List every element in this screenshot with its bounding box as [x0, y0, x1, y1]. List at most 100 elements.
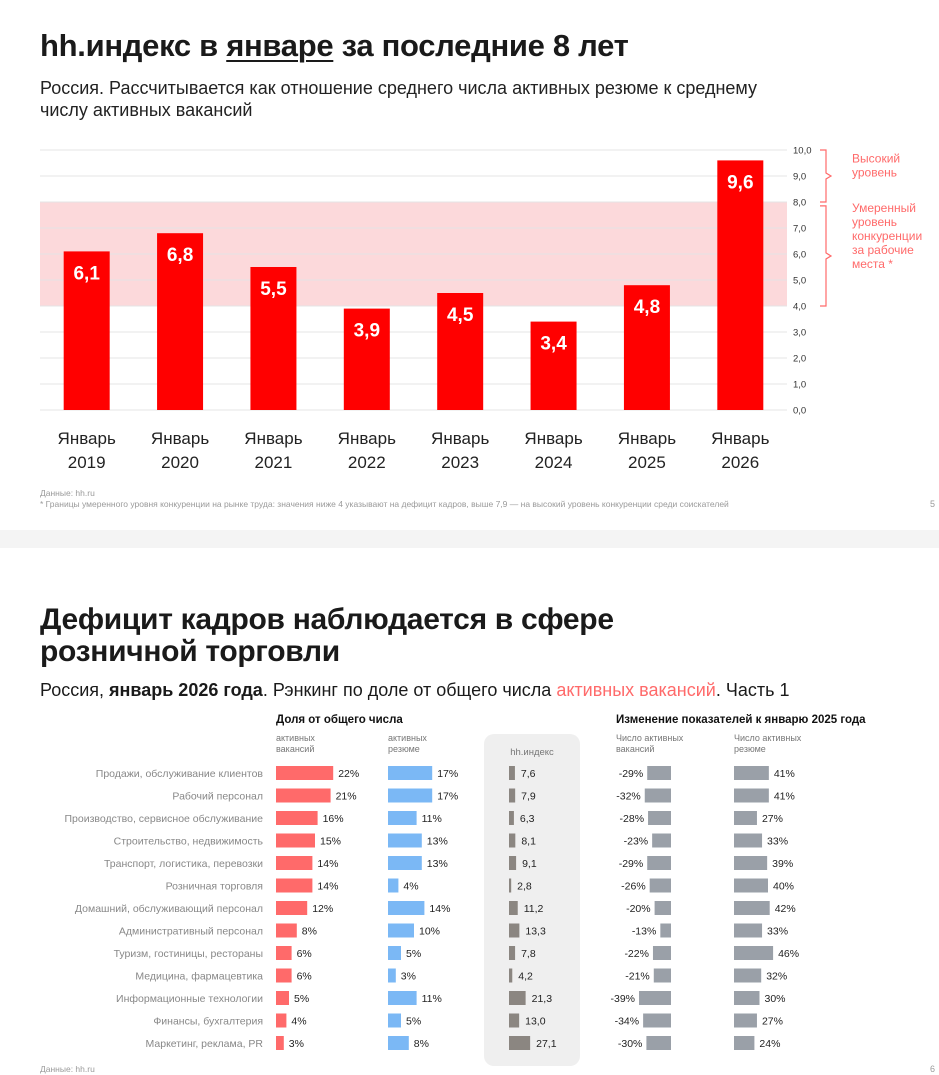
resume-share-bar — [388, 901, 425, 915]
y-tick-label: 5,0 — [793, 276, 806, 287]
hh-index-bar — [509, 811, 514, 825]
bar-value-label: 6,1 — [73, 263, 100, 284]
sector-name: Домашний, обслуживающий персонал — [75, 903, 263, 915]
resume-share-bar — [388, 1036, 409, 1050]
y-tick-label: 1,0 — [793, 380, 806, 391]
resume-share-bar — [388, 856, 422, 870]
resume-change-bar — [734, 946, 774, 960]
vacancy-share-bar — [276, 766, 334, 780]
sector-ranking-table: Доля от общего числа Изменение показател… — [65, 714, 866, 1066]
slide1-title: hh.индекс в январе за последние 8 лет — [40, 28, 629, 64]
resume-change-bar — [734, 788, 769, 803]
resume-share-label: 4% — [403, 881, 418, 893]
vacancy-change-label: -30% — [618, 1038, 643, 1050]
resume-change-label: 39% — [772, 858, 793, 870]
vacancy-change-bar — [649, 878, 671, 893]
hh-index-bar — [509, 766, 515, 780]
hh-index-label: 8,1 — [521, 836, 536, 848]
vacancy-share-bar — [276, 811, 318, 825]
vacancy-change-bar — [644, 788, 671, 803]
vacancy-change-bar — [647, 766, 671, 780]
vacancy-share-label: 8% — [302, 926, 317, 938]
hh-index-label: 7,6 — [521, 768, 536, 780]
moderate-level-label: Умеренный уровень конкуренции за рабочие мес… — [852, 201, 922, 271]
sector-name: Производство, сервисное обслуживание — [65, 813, 264, 825]
slide1-page-number: 5 — [929, 499, 935, 509]
group1-header: Доля от общего числа — [276, 714, 403, 726]
vacancy-share-bar — [276, 901, 308, 915]
category-label-line2: 2025 — [628, 453, 666, 470]
category-label-line1: Январь — [524, 429, 582, 448]
sector-name: Медицина, фармацевтика — [135, 971, 263, 983]
resume-change-label: 32% — [766, 971, 787, 983]
resume-share-label: 11% — [422, 813, 442, 825]
resume-share-bar — [388, 788, 433, 803]
hh-index-label: 2,8 — [517, 881, 532, 893]
col-header-vacancies: активных вакансий — [276, 733, 315, 754]
resume-share-label: 5% — [406, 948, 421, 960]
vacancy-share-label: 15% — [320, 836, 341, 848]
vacancy-share-label: 12% — [312, 903, 333, 915]
title-prefix: hh.индекс в — [40, 28, 227, 63]
resume-share-bar — [388, 811, 417, 825]
vacancy-change-label: -32% — [616, 791, 641, 803]
resume-change-bar — [734, 923, 763, 938]
y-tick-label: 2,0 — [793, 354, 806, 365]
hh-index-label: 4,2 — [518, 971, 533, 983]
bar — [63, 251, 110, 410]
resume-change-label: 30% — [765, 993, 786, 1005]
hh-index-label: 9,1 — [522, 858, 537, 870]
hh-index-label: 11,2 — [524, 903, 544, 915]
resume-change-bar — [734, 1013, 757, 1028]
vacancy-change-bar — [643, 1013, 671, 1028]
y-tick-label: 6,0 — [793, 250, 806, 261]
vacancy-share-label: 3% — [289, 1038, 304, 1050]
resume-share-bar — [388, 833, 422, 848]
vacancy-share-label: 16% — [323, 813, 344, 825]
hh-index-bar — [509, 946, 516, 960]
title-suffix: за последние 8 лет — [333, 28, 629, 63]
vacancy-change-label: -20% — [626, 903, 651, 915]
index-column-background — [484, 734, 580, 1066]
y-tick-label: 9,0 — [793, 172, 806, 183]
vacancy-change-label: -13% — [632, 926, 657, 938]
sector-name: Туризм, гостиницы, рестораны — [114, 948, 263, 960]
vacancy-change-bar — [660, 923, 671, 938]
slide1-subtitle: Россия. Рассчитывается как отношение сре… — [40, 78, 757, 120]
hh-index-bar — [509, 1036, 531, 1050]
slide-deficit-ranking: Дефицит кадров наблюдается в сфере розни… — [0, 548, 939, 1074]
vacancy-change-bar — [652, 946, 671, 960]
resume-share-bar — [388, 968, 396, 983]
category-labels-layer: Январь 2019 Январь 2020 Январь 2021 Январь 2022… — [58, 429, 770, 470]
subtitle-highlight: активных вакансий — [556, 680, 716, 700]
high-level-label: Высокий уровень — [852, 151, 900, 179]
resume-change-bar — [734, 811, 757, 825]
vacancy-change-label: -21% — [625, 971, 650, 983]
vacancy-share-label: 14% — [317, 881, 338, 893]
col-header-resume-change: Число активных резюме — [734, 733, 802, 754]
vacancy-share-bar — [276, 968, 292, 983]
resume-change-bar — [734, 766, 769, 780]
hh-index-bar — [509, 923, 520, 938]
vacancy-share-bar — [276, 788, 331, 803]
resume-change-label: 41% — [774, 768, 795, 780]
y-tick-label: 0,0 — [793, 406, 806, 417]
vacancy-share-label: 4% — [291, 1016, 306, 1028]
subtitle-bold: январь 2026 года — [109, 680, 263, 700]
vacancy-share-bar — [276, 856, 313, 870]
vacancy-change-bar — [647, 856, 671, 870]
hh-index-bar — [509, 788, 516, 803]
hh-index-bar — [509, 856, 517, 870]
resume-change-label: 27% — [762, 813, 783, 825]
resume-share-label: 14% — [429, 903, 450, 915]
resume-share-bar — [388, 1013, 401, 1028]
slide2-page-number: 6 — [929, 1064, 935, 1074]
resume-change-bar — [734, 878, 768, 893]
vacancy-share-bar — [276, 1036, 284, 1050]
hh-index-label: 6,3 — [520, 813, 535, 825]
y-tick-label: 4,0 — [793, 302, 806, 313]
subtitle-mid: . Рэнкинг по доле от общего числа — [262, 680, 557, 700]
resume-change-label: 42% — [775, 903, 796, 915]
category-label-line2: 2020 — [161, 453, 199, 470]
bar — [437, 293, 484, 410]
